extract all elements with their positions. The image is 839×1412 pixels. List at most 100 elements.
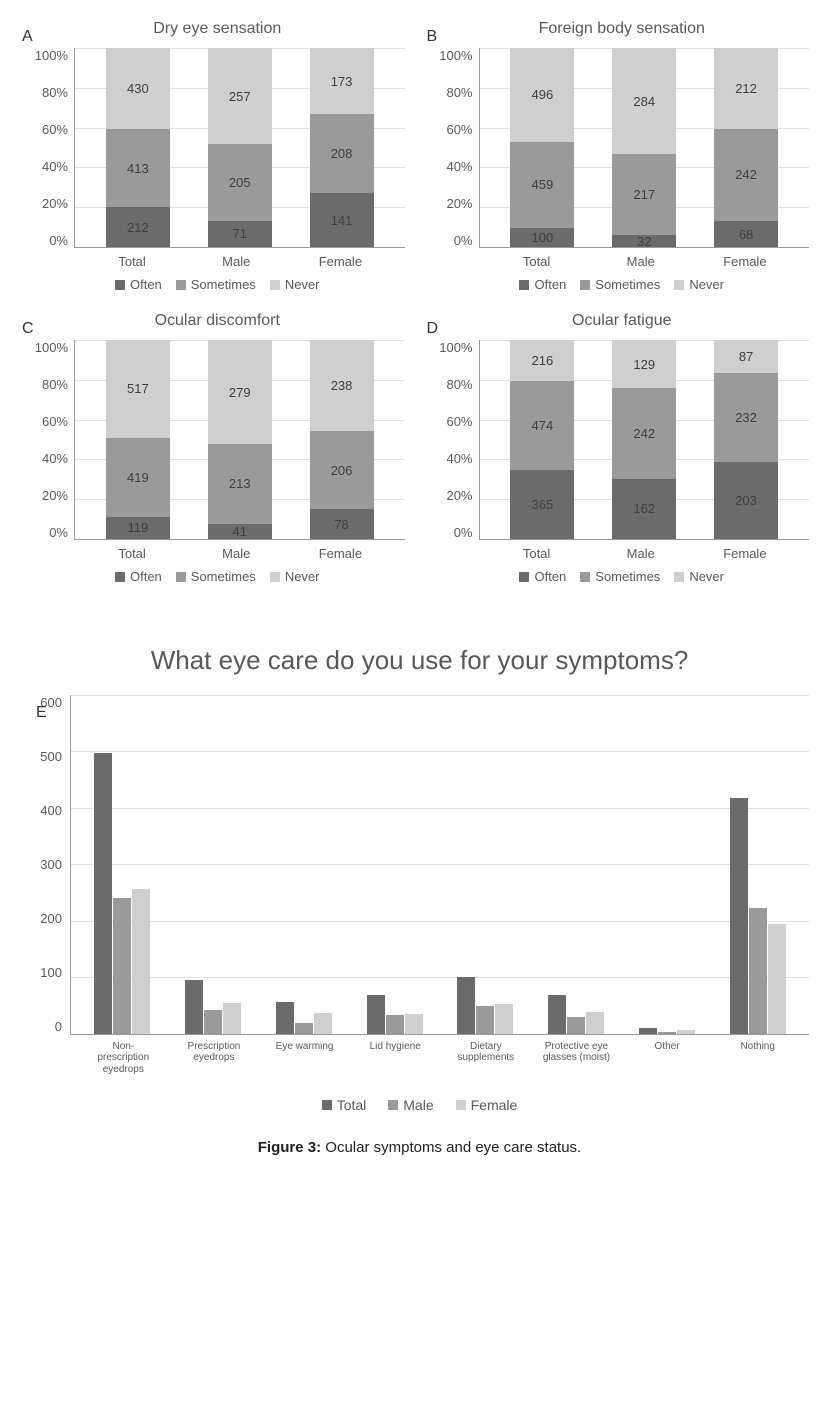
stack-female: 87232203 xyxy=(714,340,778,539)
panel-c: COcular discomfort100%80%60%40%20%0%5174… xyxy=(30,312,405,584)
legend-label: Sometimes xyxy=(595,569,660,584)
bar-group xyxy=(276,1002,332,1033)
x-axis: TotalMaleFemale xyxy=(435,540,810,561)
segment-often: 68 xyxy=(714,221,778,247)
bar-male xyxy=(386,1015,404,1034)
segment-often: 141 xyxy=(310,193,374,247)
bar-group xyxy=(730,798,786,1033)
legend-item: Never xyxy=(674,569,724,584)
y-tick: 80% xyxy=(446,377,472,392)
plot: 4964591002842173221224268 xyxy=(479,48,810,248)
x-tick: Female xyxy=(308,254,372,269)
segment-often: 203 xyxy=(714,462,778,539)
y-tick: 300 xyxy=(40,857,62,872)
plot: 43041321225720571173208141 xyxy=(74,48,405,248)
segment-often: 32 xyxy=(612,235,676,247)
y-tick: 40% xyxy=(446,159,472,174)
legend-swatch xyxy=(176,280,186,290)
legend-label: Never xyxy=(285,277,320,292)
stack-male: 25720571 xyxy=(208,48,272,247)
segment-often: 41 xyxy=(208,524,272,539)
y-tick: 100% xyxy=(439,48,472,63)
y-tick: 40% xyxy=(42,451,68,466)
legend-item: Often xyxy=(115,277,162,292)
plot: 21647436512924216287232203 xyxy=(479,340,810,540)
legend-label: Total xyxy=(337,1097,367,1113)
y-axis: 100%80%60%40%20%0% xyxy=(30,340,74,540)
legend: OftenSometimesNever xyxy=(30,569,405,584)
x-tick: Total xyxy=(100,254,164,269)
y-tick: 200 xyxy=(40,911,62,926)
legend-swatch xyxy=(388,1100,398,1110)
legend-label: Sometimes xyxy=(595,277,660,292)
x-tick: Protective eye glasses (moist) xyxy=(541,1041,611,1076)
legend-label: Never xyxy=(285,569,320,584)
bar-total xyxy=(367,995,385,1034)
segment-sometimes: 232 xyxy=(714,373,778,461)
bar-male xyxy=(113,898,131,1034)
segment-never: 238 xyxy=(310,340,374,431)
segment-sometimes: 474 xyxy=(510,381,574,470)
panel-label-e: E xyxy=(36,704,47,722)
segment-often: 78 xyxy=(310,509,374,539)
segment-sometimes: 413 xyxy=(106,129,170,207)
x-tick: Male xyxy=(204,546,268,561)
bar-female xyxy=(677,1030,695,1033)
bar-group xyxy=(548,995,604,1034)
y-tick: 100% xyxy=(35,340,68,355)
bar-total xyxy=(548,995,566,1034)
bar-male xyxy=(476,1006,494,1033)
bar-female xyxy=(495,1004,513,1033)
legend-swatch xyxy=(270,572,280,582)
bar-group xyxy=(94,753,150,1034)
segment-never: 279 xyxy=(208,340,272,444)
bar-total xyxy=(639,1028,657,1033)
chart-title: Ocular discomfort xyxy=(30,312,405,330)
panel-e: E What eye care do you use for your symp… xyxy=(30,644,809,1113)
legend-swatch xyxy=(519,280,529,290)
legend-swatch xyxy=(674,572,684,582)
segment-often: 119 xyxy=(106,517,170,539)
stack-female: 21224268 xyxy=(714,48,778,247)
segment-never: 216 xyxy=(510,340,574,381)
legend-label: Often xyxy=(130,277,162,292)
x-axis: TotalMaleFemale xyxy=(30,540,405,561)
legend-swatch xyxy=(115,280,125,290)
x-axis: Total Male Female xyxy=(30,248,405,269)
y-tick: 0 xyxy=(55,1019,62,1034)
segment-sometimes: 206 xyxy=(310,431,374,510)
x-tick: Total xyxy=(505,254,569,269)
y-axis: 100%80%60%40%20%0% xyxy=(435,48,479,248)
y-tick: 20% xyxy=(42,488,68,503)
x-tick: Female xyxy=(308,546,372,561)
segment-never: 173 xyxy=(310,48,374,114)
legend-label: Often xyxy=(534,277,566,292)
bar-total xyxy=(276,1002,294,1033)
segment-often: 71 xyxy=(208,221,272,248)
segment-often: 162 xyxy=(612,479,676,539)
x-tick: Male xyxy=(204,254,268,269)
bars: 4964591002842173221224268 xyxy=(480,48,810,247)
x-tick: Dietary supplements xyxy=(451,1041,521,1076)
bars: 43041321225720571173208141 xyxy=(75,48,405,247)
x-tick: Male xyxy=(609,254,673,269)
bar-female xyxy=(223,1003,241,1033)
stack-female: 23820678 xyxy=(310,340,374,539)
panel-label: C xyxy=(22,320,34,338)
y-tick: 40% xyxy=(42,159,68,174)
caption-text: Ocular symptoms and eye care status. xyxy=(321,1139,581,1156)
bars: 21647436512924216287232203 xyxy=(480,340,810,539)
stack-male: 129242162 xyxy=(612,340,676,539)
legend-label: Never xyxy=(689,569,724,584)
legend-item: Sometimes xyxy=(176,277,256,292)
segment-sometimes: 213 xyxy=(208,444,272,524)
caption-label: Figure 3: xyxy=(258,1139,321,1156)
legend-swatch xyxy=(270,280,280,290)
legend-item: Sometimes xyxy=(176,569,256,584)
legend-e: TotalMaleFemale xyxy=(30,1097,809,1113)
chart-title: Ocular fatigue xyxy=(435,312,810,330)
x-tick: Eye warming xyxy=(270,1041,340,1076)
legend-item: Often xyxy=(519,277,566,292)
legend-item: Sometimes xyxy=(580,277,660,292)
segment-never: 212 xyxy=(714,48,778,129)
